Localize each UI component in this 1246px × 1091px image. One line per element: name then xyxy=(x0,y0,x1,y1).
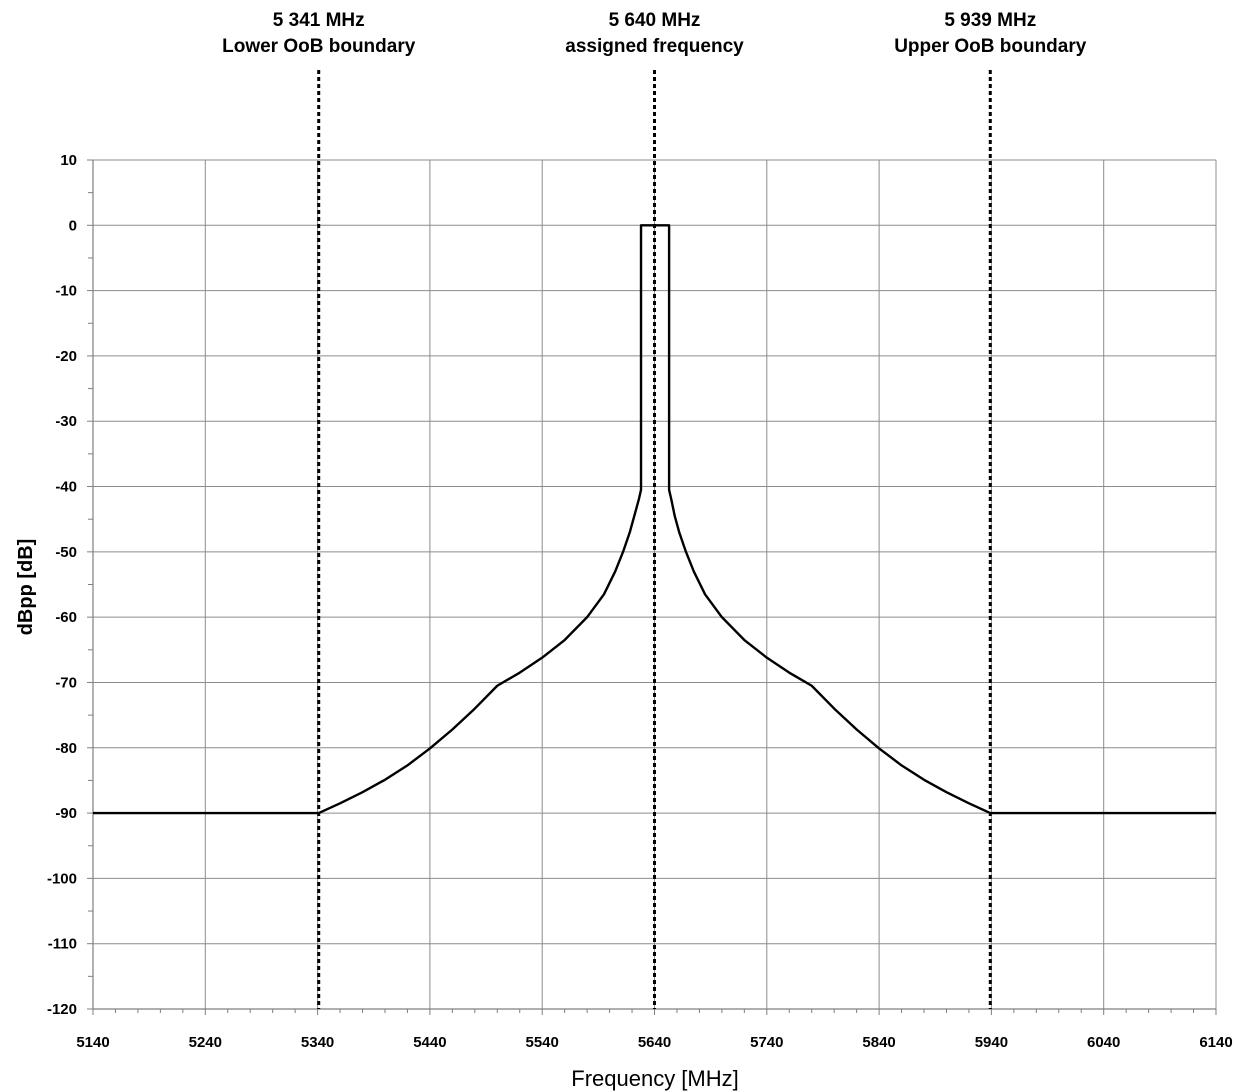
x-tick-label: 6140 xyxy=(1199,1034,1232,1051)
y-tick-label: 0 xyxy=(69,217,77,234)
annotations: 5 341 MHz Lower OoB boundary 5 640 MHz assi… xyxy=(222,10,1087,1009)
boundary-label-frequency: 5 341 MHz xyxy=(273,10,365,31)
y-tick-label: -90 xyxy=(55,805,77,822)
boundary-label-name: Upper OoB boundary xyxy=(894,36,1087,57)
y-axis-title: dBpp [dB] xyxy=(15,539,37,636)
x-tick-label: 6040 xyxy=(1087,1034,1120,1051)
x-tick-label: 5640 xyxy=(638,1034,671,1051)
x-tick-label: 5340 xyxy=(301,1034,334,1051)
y-tick-label: -80 xyxy=(55,740,77,757)
y-tick-label: -120 xyxy=(47,1001,77,1018)
x-tick-label: 5140 xyxy=(76,1034,109,1051)
x-tick-label: 5840 xyxy=(862,1034,895,1051)
axes xyxy=(87,159,1217,1015)
boundary-label-name: assigned frequency xyxy=(565,36,744,57)
boundary-label-frequency: 5 640 MHz xyxy=(609,10,701,31)
y-tick-label: -100 xyxy=(47,870,77,887)
x-tick-label: 5740 xyxy=(750,1034,783,1051)
y-tick-label: -20 xyxy=(55,348,77,365)
y-tick-label: -40 xyxy=(55,479,77,496)
x-tick-label: 5540 xyxy=(526,1034,559,1051)
y-tick-label: -60 xyxy=(55,609,77,626)
boundary-label-frequency: 5 939 MHz xyxy=(944,10,1036,31)
x-axis-title: Frequency [MHz] xyxy=(571,1066,739,1091)
x-tick-label: 5240 xyxy=(189,1034,222,1051)
y-tick-label: -70 xyxy=(55,674,77,691)
y-tick-label: -110 xyxy=(48,936,77,953)
y-tick-label: -50 xyxy=(55,544,77,561)
boundary-label-name: Lower OoB boundary xyxy=(222,36,416,57)
y-tick-label: -10 xyxy=(55,283,77,300)
x-tick-label: 5440 xyxy=(413,1034,446,1051)
x-tick-label: 5940 xyxy=(975,1034,1008,1051)
y-tick-label: -30 xyxy=(55,413,77,430)
tick-labels: 10 0 -10 -20 -30 -40 -50 -60 -70 -80 -90 -100 -110 -1… xyxy=(47,152,1233,1051)
y-tick-label: 10 xyxy=(60,152,77,169)
